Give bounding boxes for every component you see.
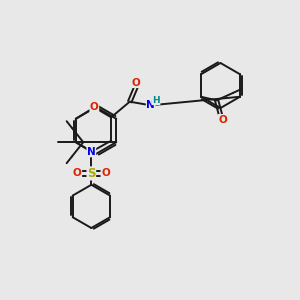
Text: O: O — [101, 168, 110, 178]
Text: H: H — [152, 96, 160, 105]
Text: O: O — [132, 77, 141, 88]
Text: N: N — [146, 100, 155, 110]
Text: N: N — [87, 147, 96, 157]
Text: O: O — [90, 102, 99, 112]
Text: O: O — [218, 115, 227, 124]
Text: O: O — [73, 168, 82, 178]
Text: S: S — [87, 167, 96, 180]
